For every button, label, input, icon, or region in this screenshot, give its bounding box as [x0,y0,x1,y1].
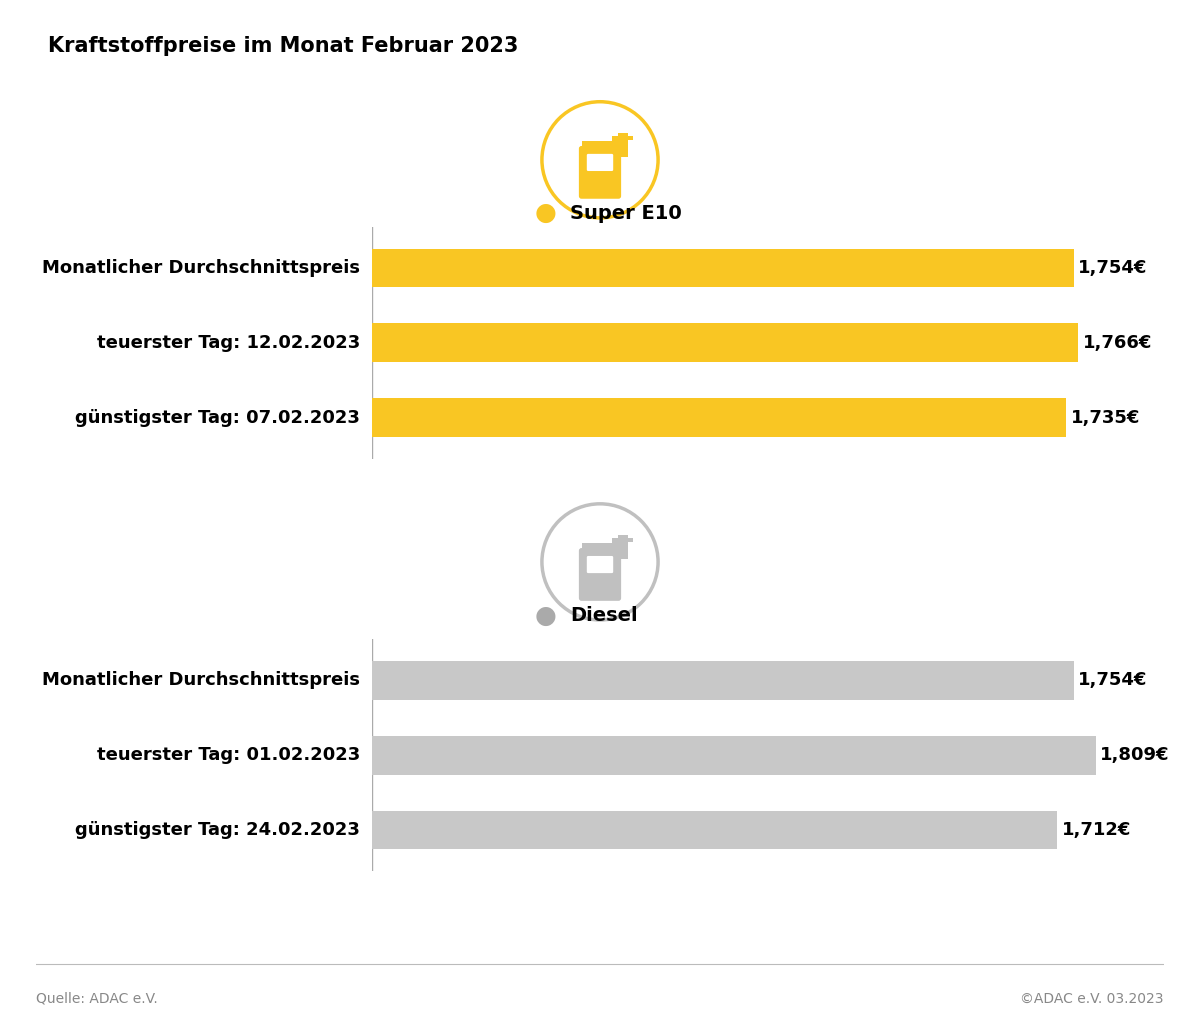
Text: ●: ● [535,603,557,628]
Bar [372,324,1079,362]
Text: 1,754€: 1,754€ [1079,259,1147,277]
Text: 1,766€: 1,766€ [1084,334,1152,352]
Text: Quelle: ADAC e.V.: Quelle: ADAC e.V. [36,992,157,1005]
Bar [372,398,1066,437]
Text: 1,754€: 1,754€ [1079,671,1147,690]
Text: Kraftstoffpreise im Monat Februar 2023: Kraftstoffpreise im Monat Februar 2023 [48,36,518,56]
Bar [372,810,1057,850]
Circle shape [542,102,658,218]
Text: Monatlicher Durchschnittspreis: Monatlicher Durchschnittspreis [42,259,360,277]
Text: 1,735€: 1,735€ [1070,408,1140,427]
Text: günstigster Tag: 07.02.2023: günstigster Tag: 07.02.2023 [76,408,360,427]
FancyBboxPatch shape [578,548,622,601]
Bar [372,661,1074,700]
Bar [372,736,1096,774]
Text: 1,712€: 1,712€ [1062,821,1130,839]
Text: ©ADAC e.V. 03.2023: ©ADAC e.V. 03.2023 [1020,992,1164,1005]
Bar [372,248,1074,288]
Text: Diesel: Diesel [570,606,637,625]
Bar [582,140,618,148]
Text: 1,809€: 1,809€ [1100,746,1170,764]
Text: teuerster Tag: 12.02.2023: teuerster Tag: 12.02.2023 [97,334,360,352]
FancyBboxPatch shape [578,146,622,199]
FancyBboxPatch shape [587,154,613,171]
Circle shape [542,504,658,620]
Bar [618,535,628,559]
Bar [618,136,634,140]
Bar [582,542,618,551]
Bar [618,538,634,542]
Bar [618,133,628,157]
FancyBboxPatch shape [587,556,613,573]
Text: günstigster Tag: 24.02.2023: günstigster Tag: 24.02.2023 [76,821,360,839]
Text: Monatlicher Durchschnittspreis: Monatlicher Durchschnittspreis [42,671,360,690]
Text: teuerster Tag: 01.02.2023: teuerster Tag: 01.02.2023 [97,746,360,764]
Text: ●: ● [535,201,557,226]
Text: Super E10: Super E10 [570,204,682,223]
Bar [612,136,618,141]
Bar [612,538,618,543]
